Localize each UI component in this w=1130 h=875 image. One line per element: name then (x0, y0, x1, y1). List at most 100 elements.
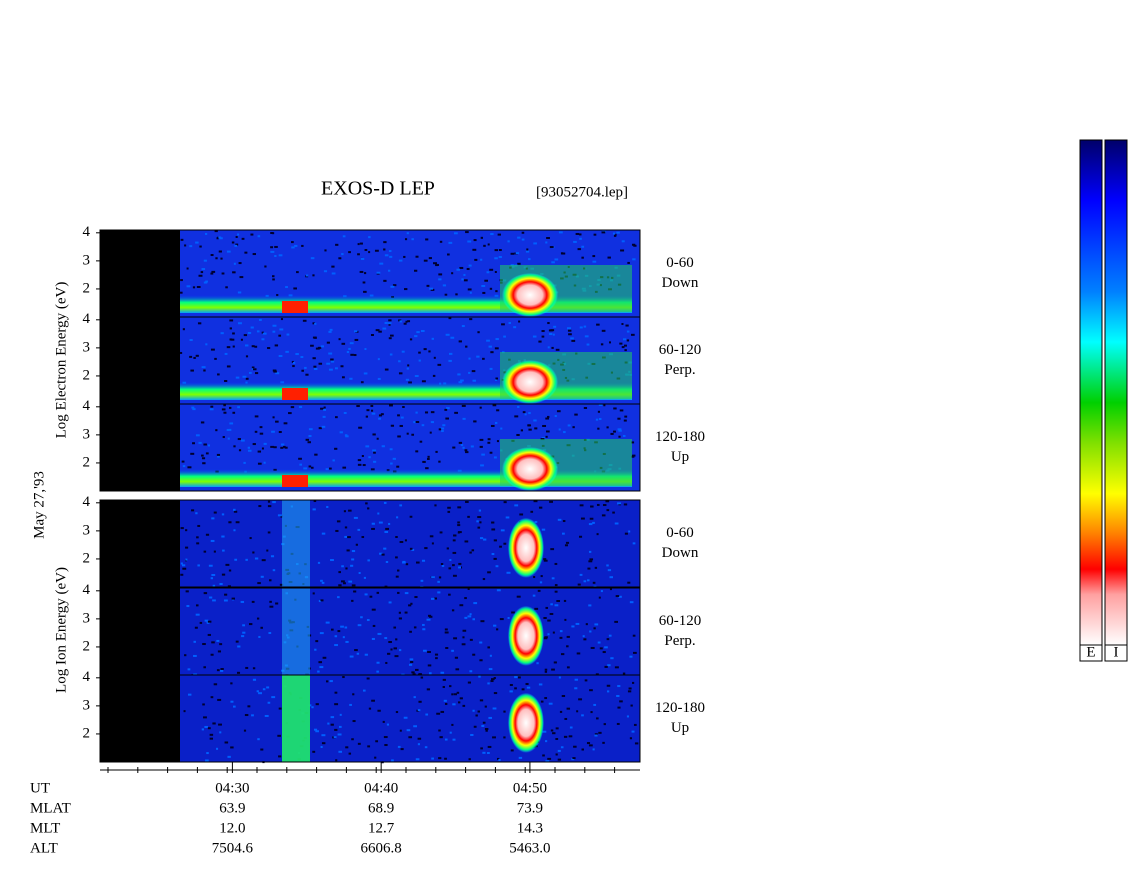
noise (230, 338, 235, 341)
noise (286, 333, 290, 336)
noise (383, 241, 387, 244)
noise (462, 417, 466, 420)
noise (599, 647, 603, 650)
noise (577, 583, 581, 586)
noise (495, 338, 499, 341)
noise (627, 690, 632, 693)
y-tick-label: 3 (83, 339, 91, 355)
noise (323, 408, 326, 411)
noise (610, 657, 614, 660)
noise (538, 506, 543, 509)
noise (487, 752, 490, 755)
noise (209, 733, 214, 736)
noise (429, 535, 434, 538)
noise (427, 455, 430, 458)
noise (256, 617, 260, 620)
noise (180, 279, 183, 282)
noise (374, 249, 379, 252)
noise (458, 562, 462, 565)
noise (274, 245, 278, 248)
noise (270, 555, 275, 558)
noise (615, 595, 620, 598)
panel-background (100, 588, 640, 675)
noise (550, 603, 553, 606)
noise (278, 334, 282, 337)
noise (562, 520, 566, 523)
noise (388, 601, 392, 604)
noise (330, 559, 334, 562)
noise (549, 246, 554, 249)
noise (275, 602, 279, 605)
y-tick-label: 3 (83, 697, 91, 713)
noise (434, 504, 437, 507)
noise (543, 637, 548, 640)
noise (489, 654, 492, 657)
noise (551, 261, 555, 264)
noise (315, 703, 319, 706)
noise (542, 754, 545, 757)
noise (613, 407, 617, 410)
noise (499, 618, 504, 621)
noise (338, 257, 342, 260)
noise (480, 236, 484, 239)
noise (338, 750, 343, 753)
noise (493, 677, 496, 680)
noise (426, 688, 431, 691)
noise (357, 624, 362, 627)
noise (354, 649, 358, 652)
noise (180, 527, 184, 530)
noise (467, 288, 472, 291)
noise (469, 670, 473, 673)
noise (388, 522, 391, 525)
noise (187, 693, 192, 696)
noise (566, 707, 571, 710)
noise (352, 693, 355, 696)
noise (598, 731, 602, 734)
noise (197, 322, 202, 325)
noise (363, 576, 366, 579)
noise (415, 420, 420, 423)
ephemeris-value: 6606.8 (361, 840, 402, 856)
noise (189, 245, 193, 248)
noise (223, 411, 227, 414)
noise (293, 287, 297, 290)
noise (258, 505, 262, 508)
noise (320, 345, 324, 348)
noise (462, 629, 467, 632)
ephemeris-value: 12.0 (219, 820, 245, 836)
noise (397, 591, 400, 594)
noise (484, 279, 489, 282)
noise (427, 651, 431, 654)
noise (330, 628, 334, 631)
noise (491, 553, 495, 556)
noise (295, 353, 299, 356)
panel-angle: 120-180 (655, 700, 705, 716)
noise (479, 641, 483, 644)
noise (452, 738, 456, 741)
noise (514, 415, 519, 418)
noise (425, 467, 429, 470)
noise (601, 514, 606, 517)
y-tick-label: 2 (83, 725, 91, 741)
noise (526, 248, 529, 251)
noise (632, 542, 636, 545)
noise (560, 653, 565, 656)
noise (384, 637, 388, 640)
noise (288, 412, 292, 415)
noise (462, 704, 466, 707)
noise (533, 242, 537, 245)
noise (349, 655, 354, 658)
noise (409, 547, 413, 550)
noise (631, 454, 636, 457)
noise (312, 322, 316, 325)
noise (363, 290, 367, 293)
noise (237, 438, 241, 441)
noise (406, 367, 409, 370)
noise (339, 713, 342, 716)
noise (241, 635, 245, 638)
noise (353, 590, 357, 593)
noise (621, 346, 625, 349)
noise (334, 728, 338, 731)
noise (191, 509, 195, 512)
noise (204, 725, 208, 728)
